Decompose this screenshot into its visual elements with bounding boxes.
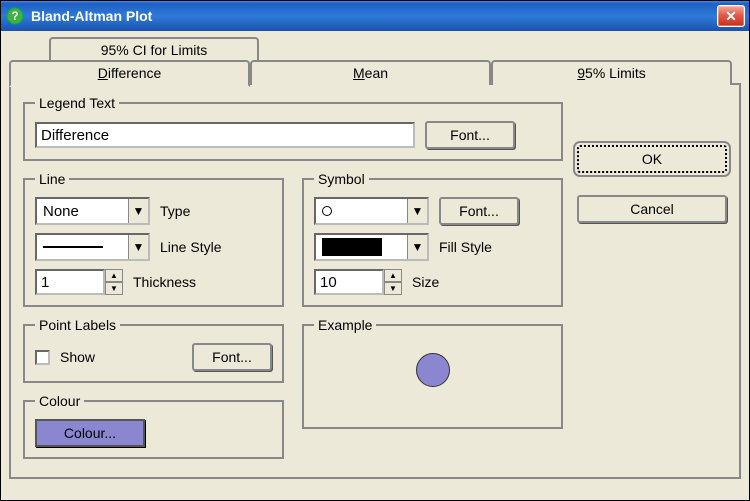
titlebar: ? Bland-Altman Plot ✕ xyxy=(1,1,749,31)
dialog-window: ? Bland-Altman Plot ✕ 95% CI for Limits … xyxy=(0,0,750,501)
tab-label: ifference xyxy=(108,65,161,81)
group-label: Point Labels xyxy=(35,317,120,333)
group-label: Example xyxy=(314,317,376,333)
select-value: None xyxy=(37,199,128,223)
line-style-label: Line Style xyxy=(160,239,221,255)
size-input[interactable] xyxy=(314,269,384,295)
example-preview xyxy=(416,353,450,387)
pointlabels-font-button[interactable]: Font... xyxy=(192,343,272,371)
tab-95-limits[interactable]: 95% Limits xyxy=(491,60,732,85)
button-label: ont... xyxy=(459,127,490,143)
button-label: ont... xyxy=(221,349,252,365)
left-column: Legend Text Font... Line None xyxy=(23,95,563,467)
help-icon: ? xyxy=(5,6,25,26)
line-group: Line None ▼ Type xyxy=(23,171,284,307)
select-value xyxy=(316,199,407,223)
close-icon: ✕ xyxy=(725,8,737,25)
button-label: ont... xyxy=(468,203,499,219)
show-checkbox[interactable] xyxy=(35,350,50,365)
button-label: Colour... xyxy=(64,425,116,441)
button-label: ancel xyxy=(640,201,673,217)
spin-down-icon[interactable]: ▼ xyxy=(384,282,402,295)
close-button[interactable]: ✕ xyxy=(717,5,745,27)
symbol-font-button[interactable]: Font... xyxy=(439,197,519,225)
legend-font-button[interactable]: Font... xyxy=(425,121,515,149)
select-value xyxy=(316,235,407,259)
line-thickness-label: Thickness xyxy=(133,274,196,290)
line-type-label: Type xyxy=(160,203,190,219)
chevron-down-icon: ▼ xyxy=(407,235,427,259)
thickness-input[interactable] xyxy=(35,269,105,295)
symbol-group: Symbol ▼ Font... xyxy=(302,171,563,307)
select-value xyxy=(37,235,128,259)
tab-ci-limits[interactable]: 95% CI for Limits xyxy=(49,37,259,62)
symbol-type-select[interactable]: ▼ xyxy=(314,197,429,225)
client-area: 95% CI for Limits Difference Mean 95% Li… xyxy=(1,31,749,500)
show-label: Show xyxy=(60,349,95,365)
cancel-button[interactable]: Cancel xyxy=(577,195,727,223)
legend-text-input[interactable] xyxy=(35,122,415,148)
group-label: Line xyxy=(35,171,69,187)
right-column: OK Cancel xyxy=(577,95,727,467)
window-title: Bland-Altman Plot xyxy=(31,8,717,24)
group-label: Legend Text xyxy=(35,95,119,111)
svg-text:?: ? xyxy=(11,9,18,23)
spin-up-icon[interactable]: ▲ xyxy=(384,269,402,282)
chevron-down-icon: ▼ xyxy=(407,199,427,223)
colour-group: Colour Colour... xyxy=(23,393,284,459)
tab-difference[interactable]: Difference xyxy=(9,60,250,87)
example-group: Example xyxy=(302,317,563,429)
chevron-down-icon: ▼ xyxy=(128,235,148,259)
size-label: Size xyxy=(412,274,439,290)
line-style-select[interactable]: ▼ xyxy=(35,233,150,261)
point-labels-group: Point Labels Show Font... xyxy=(23,317,284,383)
legend-text-group: Legend Text Font... xyxy=(23,95,563,161)
tab-mean[interactable]: Mean xyxy=(250,60,491,85)
spin-up-icon[interactable]: ▲ xyxy=(105,269,123,282)
symbol-fillstyle-select[interactable]: ▼ xyxy=(314,233,429,261)
ok-button[interactable]: OK xyxy=(577,145,727,173)
chevron-down-icon: ▼ xyxy=(128,199,148,223)
tab-row-upper: 95% CI for Limits xyxy=(49,37,741,62)
group-label: Colour xyxy=(35,393,84,409)
fillstyle-label: Fill Style xyxy=(439,239,492,255)
spin-down-icon[interactable]: ▼ xyxy=(105,282,123,295)
tab-label: 5% Limits xyxy=(585,65,646,81)
group-label: Symbol xyxy=(314,171,369,187)
button-label: K xyxy=(653,151,662,167)
circle-icon xyxy=(322,206,332,216)
tab-page-difference: Legend Text Font... Line None xyxy=(9,83,741,479)
line-thickness-spinner[interactable]: ▲ ▼ xyxy=(35,269,123,295)
tab-row-lower: Difference Mean 95% Limits xyxy=(9,60,741,85)
symbol-size-spinner[interactable]: ▲ ▼ xyxy=(314,269,402,295)
colour-button[interactable]: Colour... xyxy=(35,419,145,447)
line-type-select[interactable]: None ▼ xyxy=(35,197,150,225)
tab-label: 95% CI for Limits xyxy=(101,42,208,58)
tab-label: ean xyxy=(365,65,388,81)
